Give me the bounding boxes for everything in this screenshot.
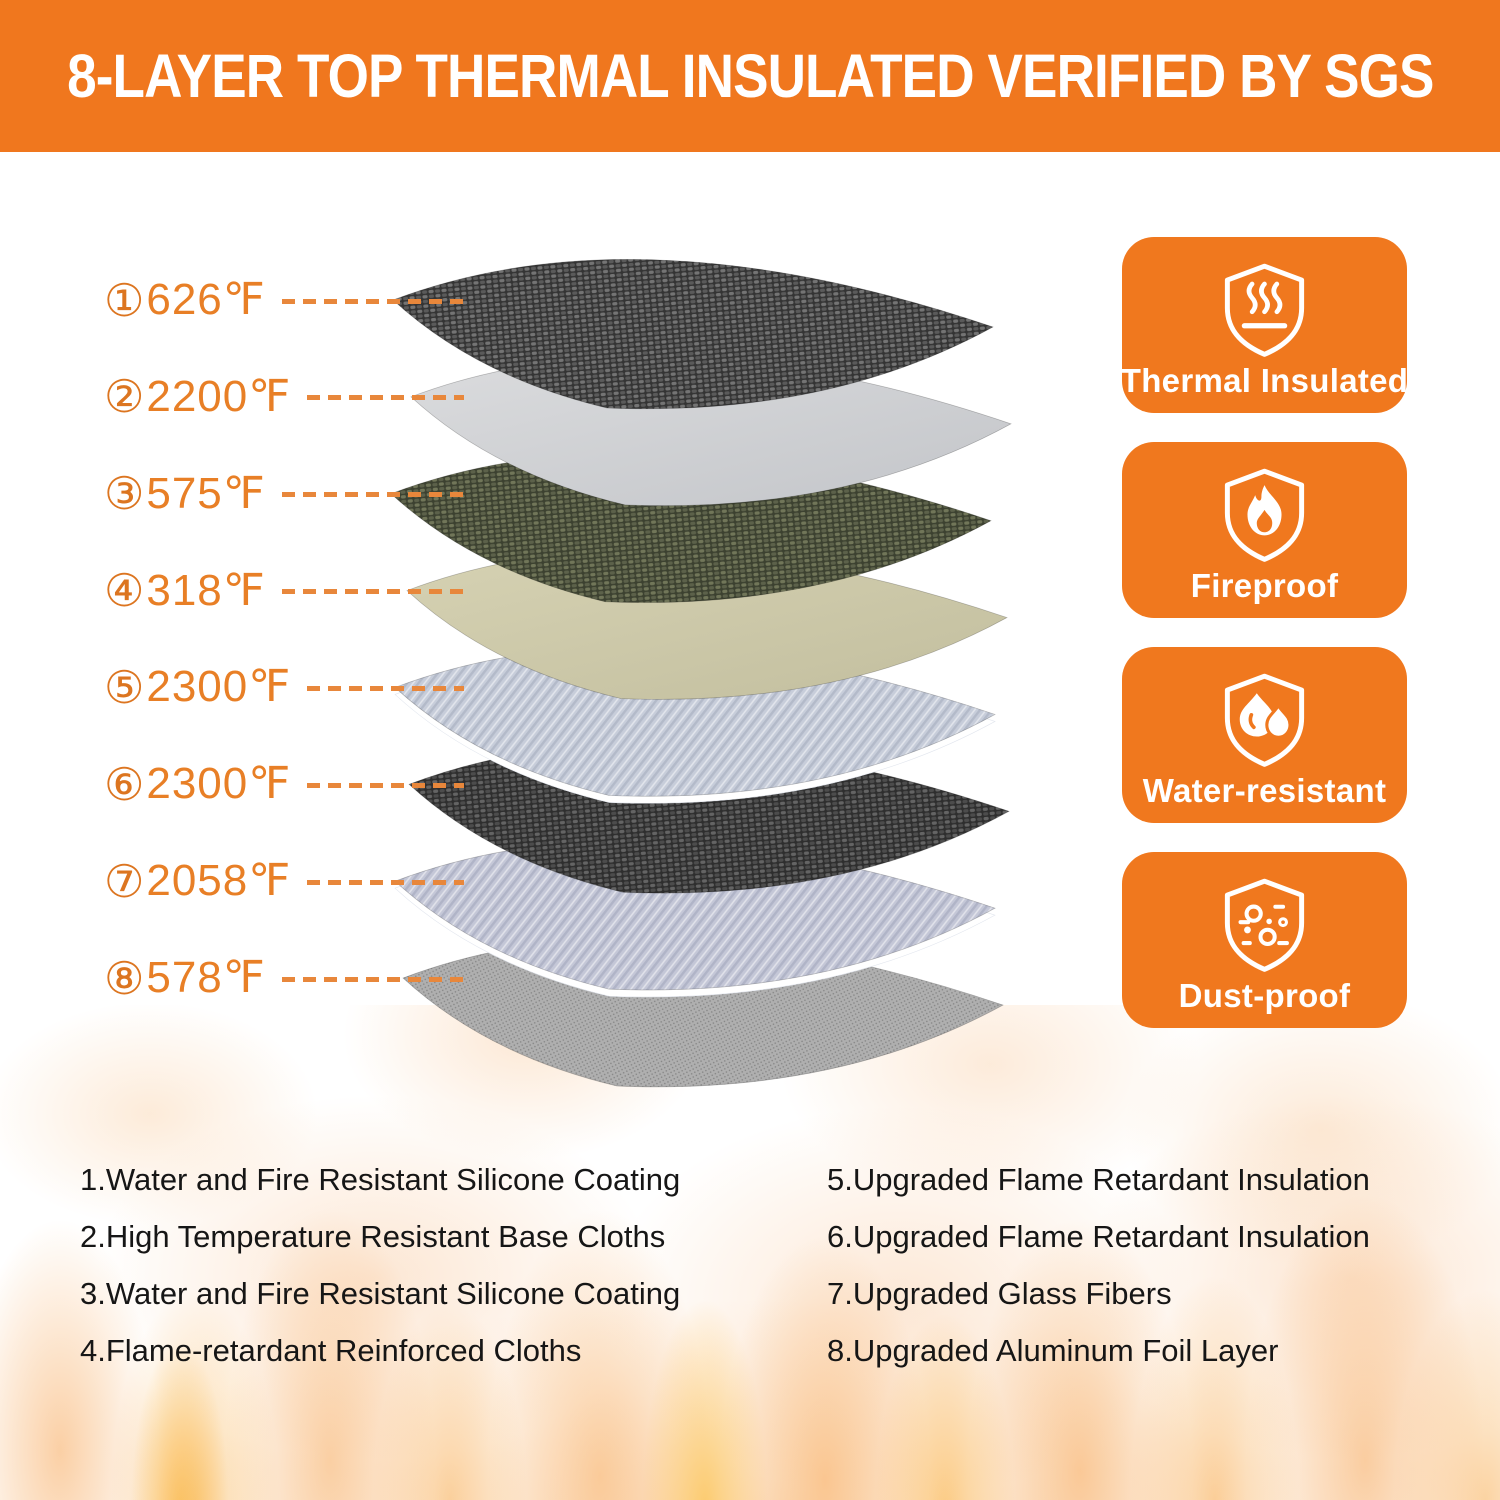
legend-item: 8.Upgraded Aluminum Foil Layer xyxy=(827,1333,1279,1368)
legend-item: 3.Water and Fire Resistant Silicone Coat… xyxy=(80,1276,681,1311)
layer-temp-label: 2300℉ xyxy=(146,662,292,712)
layer-index-glyph: ⑥ xyxy=(104,758,145,810)
thermal-shield-icon xyxy=(1224,263,1305,357)
layer-index-glyph: ⑧ xyxy=(104,952,145,1004)
temp-label-row: ⑧ 578℉ xyxy=(104,952,466,1004)
leader-dashes xyxy=(281,976,464,982)
feature-badges: Thermal Insulated Fireproof Water-resist… xyxy=(1120,237,1409,1028)
layer-temp-label: 2058℉ xyxy=(146,856,292,906)
layer-stack-diagram xyxy=(390,259,1012,1088)
layer-index-glyph: ① xyxy=(104,274,145,326)
temp-label-row: ⑥ 2300℉ xyxy=(104,758,466,810)
dust-shield-icon xyxy=(1224,878,1305,972)
legend-item: 5.Upgraded Flame Retardant Insulation xyxy=(827,1162,1370,1197)
badge-label: Fireproof xyxy=(1190,567,1339,604)
legend-item: 4.Flame-retardant Reinforced Cloths xyxy=(80,1333,582,1368)
temp-label-row: ① 626℉ xyxy=(104,274,466,326)
leader-dashes xyxy=(307,879,464,885)
layer-index-glyph: ② xyxy=(104,371,145,423)
legend-item: 2.High Temperature Resistant Base Cloths xyxy=(80,1219,666,1254)
layer-temp-label: 578℉ xyxy=(146,953,266,1003)
leader-dashes xyxy=(307,685,464,691)
fireproof-shield-icon xyxy=(1224,468,1305,562)
badge-thermal-insulated: Thermal Insulated xyxy=(1120,237,1409,413)
temp-label-row: ② 2200℉ xyxy=(104,371,466,423)
badge-dust-proof: Dust-proof xyxy=(1122,852,1407,1028)
layer-temp-label: 626℉ xyxy=(146,275,266,324)
leader-dashes xyxy=(281,298,464,304)
layer-temp-label: 2300℉ xyxy=(146,759,292,809)
temp-label-row: ④ 318℉ xyxy=(104,565,466,617)
badge-label: Thermal Insulated xyxy=(1120,362,1409,399)
legend-left-column: 1.Water and Fire Resistant Silicone Coat… xyxy=(80,1151,680,1379)
layer-temp-label: 575℉ xyxy=(146,468,266,518)
leader-dashes xyxy=(307,395,464,401)
layer-index-glyph: ③ xyxy=(104,468,145,520)
legend-item: 6.Upgraded Flame Retardant Insulation xyxy=(827,1219,1370,1254)
temp-label-row: ③ 575℉ xyxy=(104,468,466,520)
badge-fireproof: Fireproof xyxy=(1122,442,1407,618)
badge-water-resistant: Water-resistant xyxy=(1122,647,1407,823)
layer-index-glyph: ④ xyxy=(104,565,145,617)
legend-right-column: 5.Upgraded Flame Retardant Insulation 6.U… xyxy=(827,1151,1370,1379)
header-banner: 8-LAYER TOP THERMAL INSULATED VERIFIED B… xyxy=(0,0,1500,152)
layer-index-glyph: ⑤ xyxy=(104,661,145,713)
water-shield-icon xyxy=(1224,673,1305,767)
layer-index-glyph: ⑦ xyxy=(104,855,145,907)
legend-item: 7.Upgraded Glass Fibers xyxy=(827,1276,1172,1311)
layer-temp-label: 2200℉ xyxy=(146,371,292,421)
leader-dashes xyxy=(281,492,464,498)
page-title: 8-LAYER TOP THERMAL INSULATED VERIFIED B… xyxy=(66,42,1434,110)
badge-label: Dust-proof xyxy=(1178,977,1351,1014)
legend-item: 1.Water and Fire Resistant Silicone Coat… xyxy=(80,1162,681,1197)
badge-label: Water-resistant xyxy=(1142,772,1387,809)
layer-sheet-1 xyxy=(392,259,994,410)
temp-label-row: ⑦ 2058℉ xyxy=(104,855,466,907)
layer-temp-label: 318℉ xyxy=(146,565,266,615)
leader-dashes xyxy=(307,782,464,788)
temp-label-row: ⑤ 2300℉ xyxy=(104,661,466,713)
leader-dashes xyxy=(281,589,464,595)
